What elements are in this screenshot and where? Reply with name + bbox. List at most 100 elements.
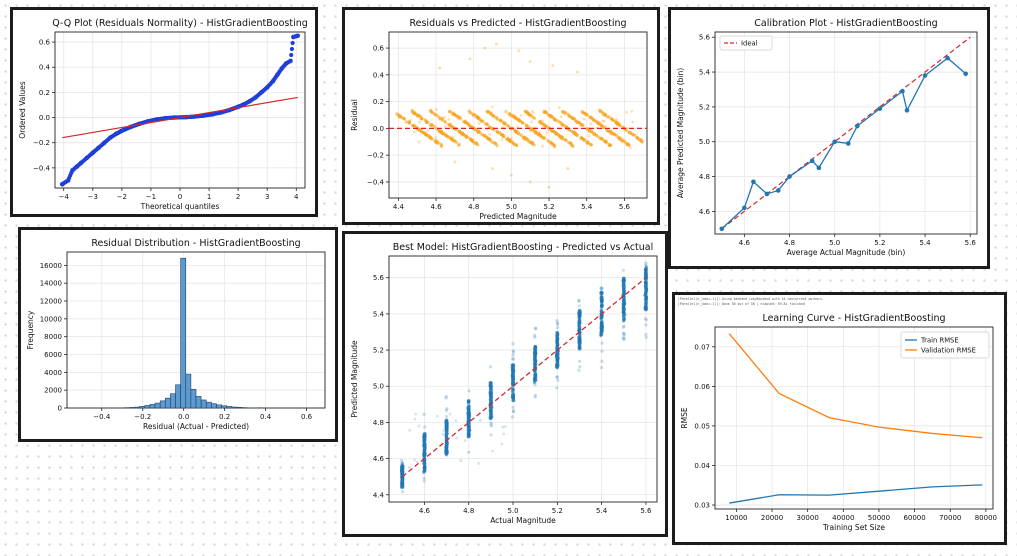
x-tick-label: 1 — [207, 193, 211, 201]
residual-point — [508, 112, 512, 116]
prediction-point — [555, 375, 559, 379]
prediction-point — [423, 464, 427, 468]
prediction-point — [467, 426, 471, 430]
prediction-point — [489, 394, 493, 398]
prediction-point — [511, 375, 515, 379]
prediction-point — [577, 320, 582, 325]
chart-title: Learning Curve - HistGradientBoosting — [762, 313, 945, 324]
residual-point — [459, 116, 463, 121]
prediction-point — [578, 310, 582, 315]
residual-point — [604, 139, 608, 143]
prediction-point — [477, 462, 480, 465]
prediction-point — [489, 421, 493, 425]
residual-point — [524, 109, 529, 114]
x-tick-label: 2 — [236, 193, 240, 201]
residual-point — [424, 133, 428, 137]
calibration-point — [764, 191, 770, 197]
residual-point — [531, 141, 535, 146]
residual-point — [581, 137, 585, 141]
prediction-point — [511, 373, 515, 377]
legend-label: Validation RMSE — [921, 347, 976, 355]
residual-point — [552, 144, 557, 148]
prediction-point — [644, 305, 648, 310]
prediction-point — [622, 317, 626, 321]
residual-point — [409, 118, 412, 122]
prediction-point — [533, 383, 537, 387]
qq-point — [74, 164, 80, 169]
residual-point — [451, 111, 455, 115]
prediction-point — [400, 478, 404, 482]
prediction-point — [578, 319, 582, 323]
residual-point — [464, 135, 468, 140]
prediction-point — [422, 442, 426, 446]
residual-point — [519, 133, 524, 138]
residual-point — [495, 117, 499, 122]
y-tick-label: 4.4 — [373, 491, 385, 499]
y-tick-label: 16000 — [40, 262, 62, 270]
residual-distribution-panel: −0.4 −0.2 0.0 0.2 0.4 0.6 0 2000 4000 6000 8000 100… — [18, 227, 338, 442]
prediction-point — [459, 459, 463, 462]
residual-point — [544, 124, 548, 128]
y-tick-label: 5.4 — [699, 69, 711, 77]
prediction-point — [488, 395, 493, 399]
prediction-point — [488, 391, 492, 395]
y-tick-label: −0.2 — [367, 152, 384, 160]
x-tick-label: −2 — [117, 193, 127, 201]
residual-point — [439, 144, 444, 149]
prediction-point — [599, 320, 604, 325]
residual-point — [567, 114, 571, 118]
prediction-point — [577, 313, 582, 318]
prediction-point — [621, 282, 626, 286]
prediction-point — [422, 412, 426, 416]
prediction-point — [510, 415, 514, 419]
ideal-line — [721, 36, 971, 230]
residual-point — [528, 113, 533, 117]
prediction-point — [555, 325, 560, 330]
prediction-point — [533, 393, 538, 397]
residual-point — [504, 110, 508, 114]
prediction-point — [644, 261, 648, 265]
residual-point — [427, 135, 432, 139]
prediction-point — [577, 340, 582, 345]
histogram-bar — [211, 403, 217, 409]
prediction-point — [466, 431, 471, 435]
prediction-point — [467, 430, 471, 434]
calibration-point — [904, 108, 910, 113]
histogram-bar — [170, 393, 176, 409]
qq-point — [270, 78, 276, 84]
residual-point — [541, 144, 544, 148]
prediction-point — [423, 425, 427, 429]
prediction-point — [442, 429, 446, 433]
residual-outlier-point — [566, 167, 570, 170]
y-tick-label: 10000 — [40, 315, 62, 323]
residual-point — [506, 135, 510, 139]
plot-frame — [388, 255, 658, 503]
qq-point — [241, 102, 247, 107]
y-tick-label: 12000 — [40, 298, 62, 306]
residual-point — [625, 142, 630, 147]
prediction-point — [555, 375, 559, 379]
residual-point — [622, 139, 627, 143]
residual-point — [604, 124, 607, 128]
prediction-point — [400, 458, 404, 462]
calibration-point — [877, 106, 883, 111]
prediction-point — [415, 460, 419, 464]
residual-point — [498, 131, 502, 135]
histogram-bar — [231, 406, 238, 409]
prediction-point — [400, 483, 405, 488]
prediction-point — [478, 419, 482, 422]
prediction-point — [422, 439, 426, 443]
prediction-point — [400, 461, 405, 465]
residual-point — [574, 133, 578, 137]
prediction-point — [622, 324, 626, 328]
prediction-point — [644, 265, 648, 269]
residual-point — [404, 120, 408, 124]
prediction-point — [555, 361, 559, 365]
console-log-line: [Parallel(n_jobs=-1)]: Using backend Lok… — [678, 297, 824, 301]
residual-point — [412, 124, 417, 128]
residual-point — [516, 132, 520, 136]
prediction-point — [555, 386, 559, 390]
prediction-point — [600, 286, 604, 290]
residual-point — [607, 143, 611, 147]
residual-point — [432, 111, 436, 116]
